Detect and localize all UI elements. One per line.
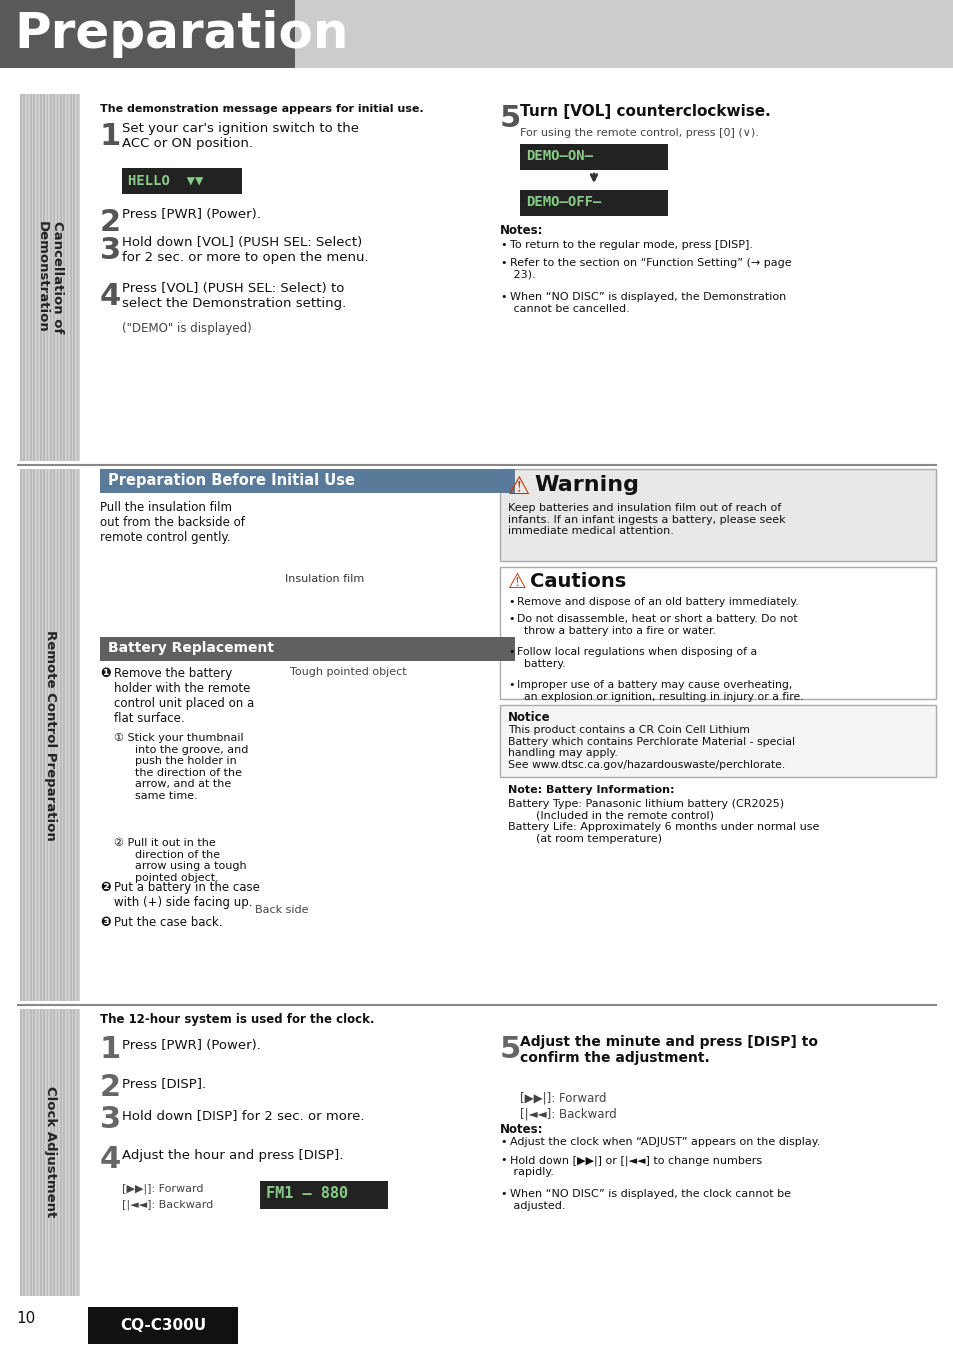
Bar xyxy=(53,1010,55,1295)
Bar xyxy=(43,1010,45,1295)
Text: Put a battery in the case
with (+) side facing up.: Put a battery in the case with (+) side … xyxy=(113,882,259,909)
Text: •: • xyxy=(499,257,506,268)
Text: Press [PWR] (Power).: Press [PWR] (Power). xyxy=(122,208,260,221)
Bar xyxy=(47,469,49,1002)
Text: DEMO–ON–: DEMO–ON– xyxy=(525,150,593,163)
Text: Remote Control Preparation: Remote Control Preparation xyxy=(44,630,56,840)
Text: Adjust the minute and press [DISP] to
confirm the adjustment.: Adjust the minute and press [DISP] to co… xyxy=(519,1035,817,1065)
Bar xyxy=(50,469,51,1002)
Text: This product contains a CR Coin Cell Lithium
Battery which contains Perchlorate : This product contains a CR Coin Cell Lit… xyxy=(507,725,794,770)
Text: Pull the insulation film
out from the backside of
remote control gently.: Pull the insulation film out from the ba… xyxy=(100,501,245,545)
Bar xyxy=(40,1010,42,1295)
Text: Hold down [DISP] for 2 sec. or more.: Hold down [DISP] for 2 sec. or more. xyxy=(122,1109,364,1122)
Bar xyxy=(73,94,75,461)
Text: •: • xyxy=(499,293,506,302)
Bar xyxy=(60,94,62,461)
Bar xyxy=(73,469,75,1002)
Text: •: • xyxy=(499,1189,506,1198)
Text: •: • xyxy=(499,1136,506,1147)
Text: For using the remote control, press [0] (∨).: For using the remote control, press [0] … xyxy=(519,128,758,137)
Bar xyxy=(0,1305,953,1348)
Text: Note: Battery Information:: Note: Battery Information: xyxy=(507,785,674,795)
Text: Turn [VOL] counterclockwise.: Turn [VOL] counterclockwise. xyxy=(519,104,770,119)
Bar xyxy=(499,705,935,776)
Bar xyxy=(499,568,935,700)
Text: Press [VOL] (PUSH SEL: Select) to
select the Demonstration setting.: Press [VOL] (PUSH SEL: Select) to select… xyxy=(122,282,346,310)
Bar xyxy=(30,94,31,461)
Text: ❷: ❷ xyxy=(100,882,111,894)
Bar xyxy=(73,1010,75,1295)
Text: Set your car's ignition switch to the
ACC or ON position.: Set your car's ignition switch to the AC… xyxy=(122,123,358,150)
Text: Preparation Before Initial Use: Preparation Before Initial Use xyxy=(108,473,355,488)
Text: ⚠: ⚠ xyxy=(507,572,526,592)
Text: Clock Adjustment: Clock Adjustment xyxy=(44,1086,56,1217)
Bar xyxy=(63,94,65,461)
Text: Back side: Back side xyxy=(254,905,308,915)
Text: When “NO DISC” is displayed, the clock cannot be
 adjusted.: When “NO DISC” is displayed, the clock c… xyxy=(510,1189,790,1211)
Bar xyxy=(67,469,69,1002)
Text: •: • xyxy=(507,647,514,656)
Bar xyxy=(50,1010,51,1295)
Text: Preparation: Preparation xyxy=(14,9,348,58)
Text: •: • xyxy=(499,240,506,249)
Bar xyxy=(36,94,38,461)
Text: Tough pointed object: Tough pointed object xyxy=(290,667,406,677)
Text: Refer to the section on “Function Setting” (→ page
 23).: Refer to the section on “Function Settin… xyxy=(510,257,791,279)
Text: 10: 10 xyxy=(16,1312,35,1326)
Text: ② Pull it out in the
      direction of the
      arrow using a tough
      poin: ② Pull it out in the direction of the ar… xyxy=(113,838,247,883)
Text: •: • xyxy=(499,1155,506,1165)
Text: FM1 – 880: FM1 – 880 xyxy=(266,1186,348,1201)
Bar xyxy=(47,94,49,461)
Bar xyxy=(60,469,62,1002)
Text: Do not disassemble, heat or short a battery. Do not
  throw a battery into a fir: Do not disassemble, heat or short a batt… xyxy=(517,613,797,636)
Bar xyxy=(20,469,22,1002)
Bar xyxy=(20,1010,80,1295)
Bar xyxy=(23,469,25,1002)
Text: ("DEMO" is displayed): ("DEMO" is displayed) xyxy=(122,322,252,336)
Text: [▶▶|]: Forward: [▶▶|]: Forward xyxy=(519,1091,606,1104)
Bar xyxy=(519,144,667,170)
Bar xyxy=(33,1010,35,1295)
Bar xyxy=(67,1010,69,1295)
Bar xyxy=(88,1308,237,1344)
Text: 3: 3 xyxy=(100,1105,121,1134)
Bar xyxy=(36,1010,38,1295)
Text: Press [DISP].: Press [DISP]. xyxy=(122,1077,206,1091)
Text: 2: 2 xyxy=(100,208,121,237)
Bar xyxy=(40,469,42,1002)
Bar xyxy=(20,1010,22,1295)
Text: DEMO–OFF–: DEMO–OFF– xyxy=(525,195,600,209)
Bar xyxy=(23,1010,25,1295)
Bar xyxy=(122,168,242,194)
Text: Cancellation of
Demonstration: Cancellation of Demonstration xyxy=(36,221,64,333)
Bar xyxy=(33,94,35,461)
Bar xyxy=(56,94,58,461)
Bar xyxy=(499,469,935,561)
Bar xyxy=(23,94,25,461)
Text: [▶▶|]: Forward: [▶▶|]: Forward xyxy=(122,1184,203,1193)
Bar xyxy=(30,469,31,1002)
Bar xyxy=(76,469,78,1002)
Text: Notice: Notice xyxy=(507,710,550,724)
Text: Notes:: Notes: xyxy=(499,1123,543,1136)
Text: CQ-C300U: CQ-C300U xyxy=(120,1318,206,1333)
Text: 5: 5 xyxy=(499,1035,520,1064)
Bar xyxy=(70,1010,71,1295)
Bar xyxy=(100,469,515,493)
Text: 1: 1 xyxy=(100,1035,121,1064)
Bar xyxy=(260,1181,388,1209)
Text: [|◄◄]: Backward: [|◄◄]: Backward xyxy=(122,1198,213,1209)
Bar xyxy=(27,94,29,461)
Text: Battery Type: Panasonic lithium battery (CR2025)
        (Included in the remote: Battery Type: Panasonic lithium battery … xyxy=(507,799,819,844)
Text: ⚠: ⚠ xyxy=(507,474,530,499)
Bar xyxy=(27,469,29,1002)
Bar xyxy=(519,190,667,216)
Text: Remove and dispose of an old battery immediately.: Remove and dispose of an old battery imm… xyxy=(517,597,798,607)
Bar xyxy=(20,94,22,461)
Text: To return to the regular mode, press [DISP].: To return to the regular mode, press [DI… xyxy=(510,240,752,249)
Text: Notes:: Notes: xyxy=(499,224,543,237)
Text: HELLO  ▼▼: HELLO ▼▼ xyxy=(128,173,203,187)
Text: •: • xyxy=(507,613,514,624)
Bar xyxy=(53,94,55,461)
Bar xyxy=(56,1010,58,1295)
